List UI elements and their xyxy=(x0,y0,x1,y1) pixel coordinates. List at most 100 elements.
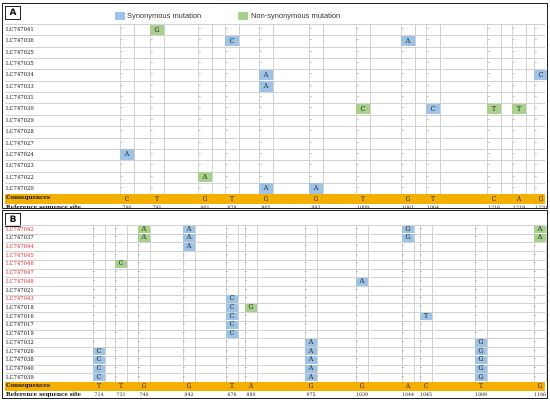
column-line xyxy=(273,24,274,195)
column-line xyxy=(414,225,415,382)
identical-base-dot: . xyxy=(513,126,515,134)
identical-base-dot: . xyxy=(138,267,140,275)
identical-base-dot: . xyxy=(356,371,358,379)
consensus-base: G xyxy=(186,382,192,390)
synonymous-mutation-cell: C xyxy=(226,303,238,312)
identical-base-dot: . xyxy=(488,58,490,66)
synonymous-mutation-cell: A xyxy=(120,149,134,160)
column-line xyxy=(415,24,416,195)
accession-label: LC747016 xyxy=(6,313,34,320)
identical-base-dot: . xyxy=(260,126,262,134)
synonymous-mutation-cell: C xyxy=(426,103,440,115)
row-separator xyxy=(5,225,545,226)
column-line xyxy=(195,225,196,382)
column-line xyxy=(120,24,121,195)
synonymous-mutation-cell: G xyxy=(475,364,487,373)
identical-base-dot: . xyxy=(260,114,262,122)
identical-base-dot: . xyxy=(138,240,140,248)
identical-base-dot: . xyxy=(260,46,262,54)
identical-base-dot: . xyxy=(488,160,490,168)
row-separator xyxy=(5,126,545,128)
identical-base-dot: . xyxy=(138,336,140,344)
identical-base-dot: . xyxy=(427,92,429,100)
identical-base-dot: . xyxy=(138,363,140,371)
synonymous-mutation-cell: A xyxy=(183,242,195,251)
identical-base-dot: . xyxy=(402,275,404,283)
identical-base-dot: . xyxy=(199,182,201,190)
identical-base-dot: . xyxy=(151,80,153,88)
identical-base-dot: . xyxy=(513,24,515,31)
identical-base-dot: . xyxy=(402,114,404,122)
identical-base-dot: . xyxy=(260,171,262,179)
identical-base-dot: . xyxy=(402,336,404,344)
identical-base-dot: . xyxy=(121,182,123,190)
column-line xyxy=(487,225,488,382)
synonymous-mutation-cell: C xyxy=(226,329,238,338)
identical-base-dot: . xyxy=(475,319,477,327)
identical-base-dot: . xyxy=(138,310,140,318)
consequences-bar xyxy=(5,381,545,391)
synonymous-mutation-cell: A xyxy=(259,183,273,194)
synonymous-mutation-cell: A xyxy=(305,347,317,356)
identical-base-dot: . xyxy=(402,328,404,336)
identical-base-dot: . xyxy=(402,58,404,66)
identical-base-dot: . xyxy=(402,284,404,292)
identical-base-dot: . xyxy=(115,301,117,309)
identical-base-dot: . xyxy=(488,148,490,156)
synonymous-mutation-cell: T xyxy=(420,312,432,321)
accession-label: LC747030 xyxy=(6,106,34,113)
panel-a: A Synonymous mutation Non-synonymous mut… xyxy=(2,3,548,209)
column-line xyxy=(150,24,151,195)
identical-base-dot: . xyxy=(534,240,536,248)
identical-base-dot: . xyxy=(226,80,228,88)
identical-base-dot: . xyxy=(356,240,358,248)
column-line xyxy=(238,225,239,382)
identical-base-dot: . xyxy=(226,232,228,240)
identical-base-dot: . xyxy=(115,319,117,327)
row-separator xyxy=(5,277,545,279)
row-separator xyxy=(5,242,545,244)
column-line xyxy=(257,225,258,382)
nonsynonymous-mutation-cell: A xyxy=(138,233,150,242)
column-line xyxy=(183,225,184,382)
identical-base-dot: . xyxy=(420,319,422,327)
identical-base-dot: . xyxy=(183,363,185,371)
identical-base-dot: . xyxy=(260,137,262,145)
identical-base-dot: . xyxy=(420,267,422,275)
identical-base-dot: . xyxy=(402,92,404,100)
identical-base-dot: . xyxy=(534,249,536,257)
accession-label: LC747037 xyxy=(6,235,34,242)
row-separator xyxy=(5,103,545,105)
identical-base-dot: . xyxy=(427,24,429,31)
identical-base-dot: . xyxy=(121,58,123,66)
identical-base-dot: . xyxy=(402,319,404,327)
reference-site-number: 1061 xyxy=(401,206,415,209)
identical-base-dot: . xyxy=(475,267,477,275)
identical-base-dot: . xyxy=(402,171,404,179)
identical-base-dot: . xyxy=(310,160,312,168)
synonymous-mutation-cell: A xyxy=(305,338,317,347)
identical-base-dot: . xyxy=(121,160,123,168)
identical-base-dot: . xyxy=(199,114,201,122)
consensus-base: G xyxy=(538,196,544,204)
consensus-base: T xyxy=(118,382,123,390)
identical-base-dot: . xyxy=(121,103,123,111)
column-line xyxy=(226,225,227,382)
nonsynonymous-legend-swatch xyxy=(238,12,248,20)
identical-base-dot: . xyxy=(121,171,123,179)
panel-a-letter: A xyxy=(5,6,21,20)
accession-label: LC747031 xyxy=(6,95,34,102)
column-line xyxy=(475,225,476,382)
column-line xyxy=(150,225,151,382)
accession-label: LC747017 xyxy=(6,322,34,329)
column-line xyxy=(309,24,310,195)
identical-base-dot: . xyxy=(475,301,477,309)
row-separator xyxy=(5,137,545,139)
identical-base-dot: . xyxy=(402,160,404,168)
nonsynonymous-mutation-cell: G xyxy=(245,303,257,312)
identical-base-dot: . xyxy=(226,182,228,190)
identical-base-dot: . xyxy=(534,319,536,327)
consensus-base: A xyxy=(516,196,522,204)
reference-site-number: 714 xyxy=(94,392,104,398)
identical-base-dot: . xyxy=(357,126,359,134)
